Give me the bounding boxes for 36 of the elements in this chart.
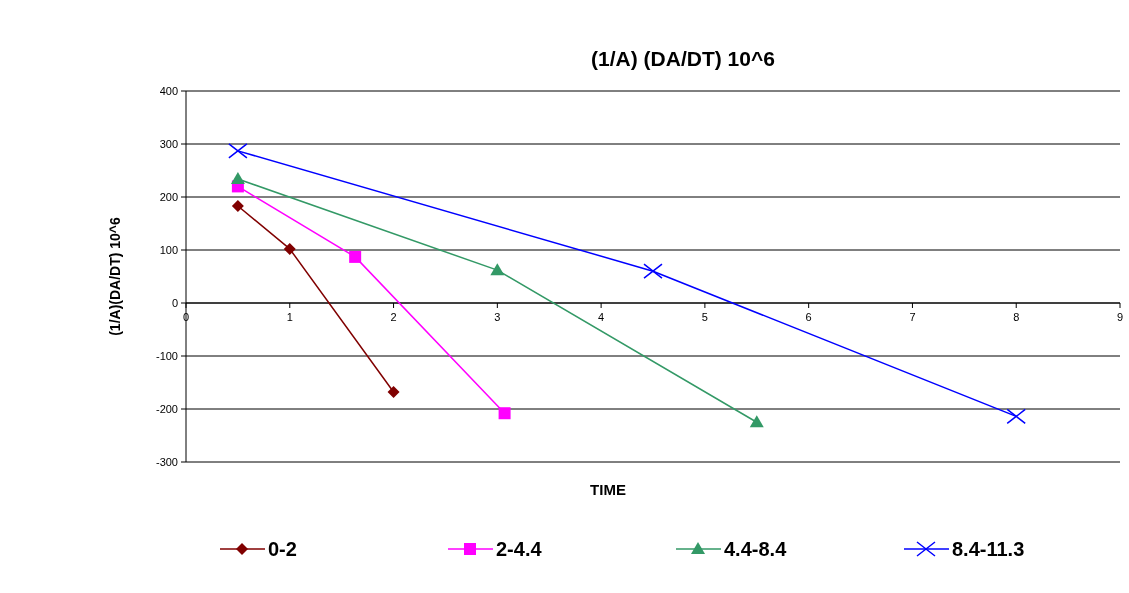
- legend-label: 0-2: [268, 538, 297, 560]
- x-tick-label: 9: [1116, 311, 1124, 323]
- y-tick-label: 400: [159, 84, 178, 97]
- y-tick-label: -300: [155, 455, 178, 468]
- x-tick-label: 3: [494, 311, 501, 323]
- point: [490, 263, 505, 276]
- x-tick-label: 0: [182, 311, 190, 323]
- legend-label: 4.4-8.4: [724, 538, 788, 560]
- point: [231, 200, 244, 213]
- point: [498, 407, 511, 420]
- x-tick-label: 5: [701, 311, 708, 323]
- point: [283, 242, 296, 255]
- x-tick-label: 6: [805, 311, 812, 323]
- legend-label: 8.4-11.3: [952, 538, 1025, 560]
- point: [643, 263, 663, 279]
- y-tick-label: -100: [155, 349, 178, 362]
- x-axis-title: TIME: [590, 481, 626, 498]
- x-tick-label: 2: [390, 311, 397, 323]
- point: [230, 171, 245, 184]
- point: [749, 415, 764, 428]
- y-tick-label: 100: [159, 243, 178, 256]
- x-tick-label: 7: [909, 311, 916, 323]
- point: [349, 250, 362, 263]
- y-tick-label: -200: [155, 402, 178, 415]
- chart-title: (1/A) (DA/DT) 10^6: [591, 47, 775, 70]
- point: [1006, 408, 1026, 425]
- x-tick-label: 4: [598, 311, 605, 323]
- x-tick-label: 8: [1013, 311, 1020, 323]
- y-tick-label: 200: [159, 190, 178, 203]
- y-axis-title: (1/A)(DA/DT) 10^6: [107, 216, 123, 336]
- legend-label: 2-4.4: [496, 538, 543, 560]
- y-tick-label: 300: [159, 137, 178, 150]
- y-tick-label: 0: [171, 296, 178, 309]
- point: [228, 143, 248, 159]
- x-tick-label: 1: [286, 311, 293, 323]
- point: [387, 386, 400, 399]
